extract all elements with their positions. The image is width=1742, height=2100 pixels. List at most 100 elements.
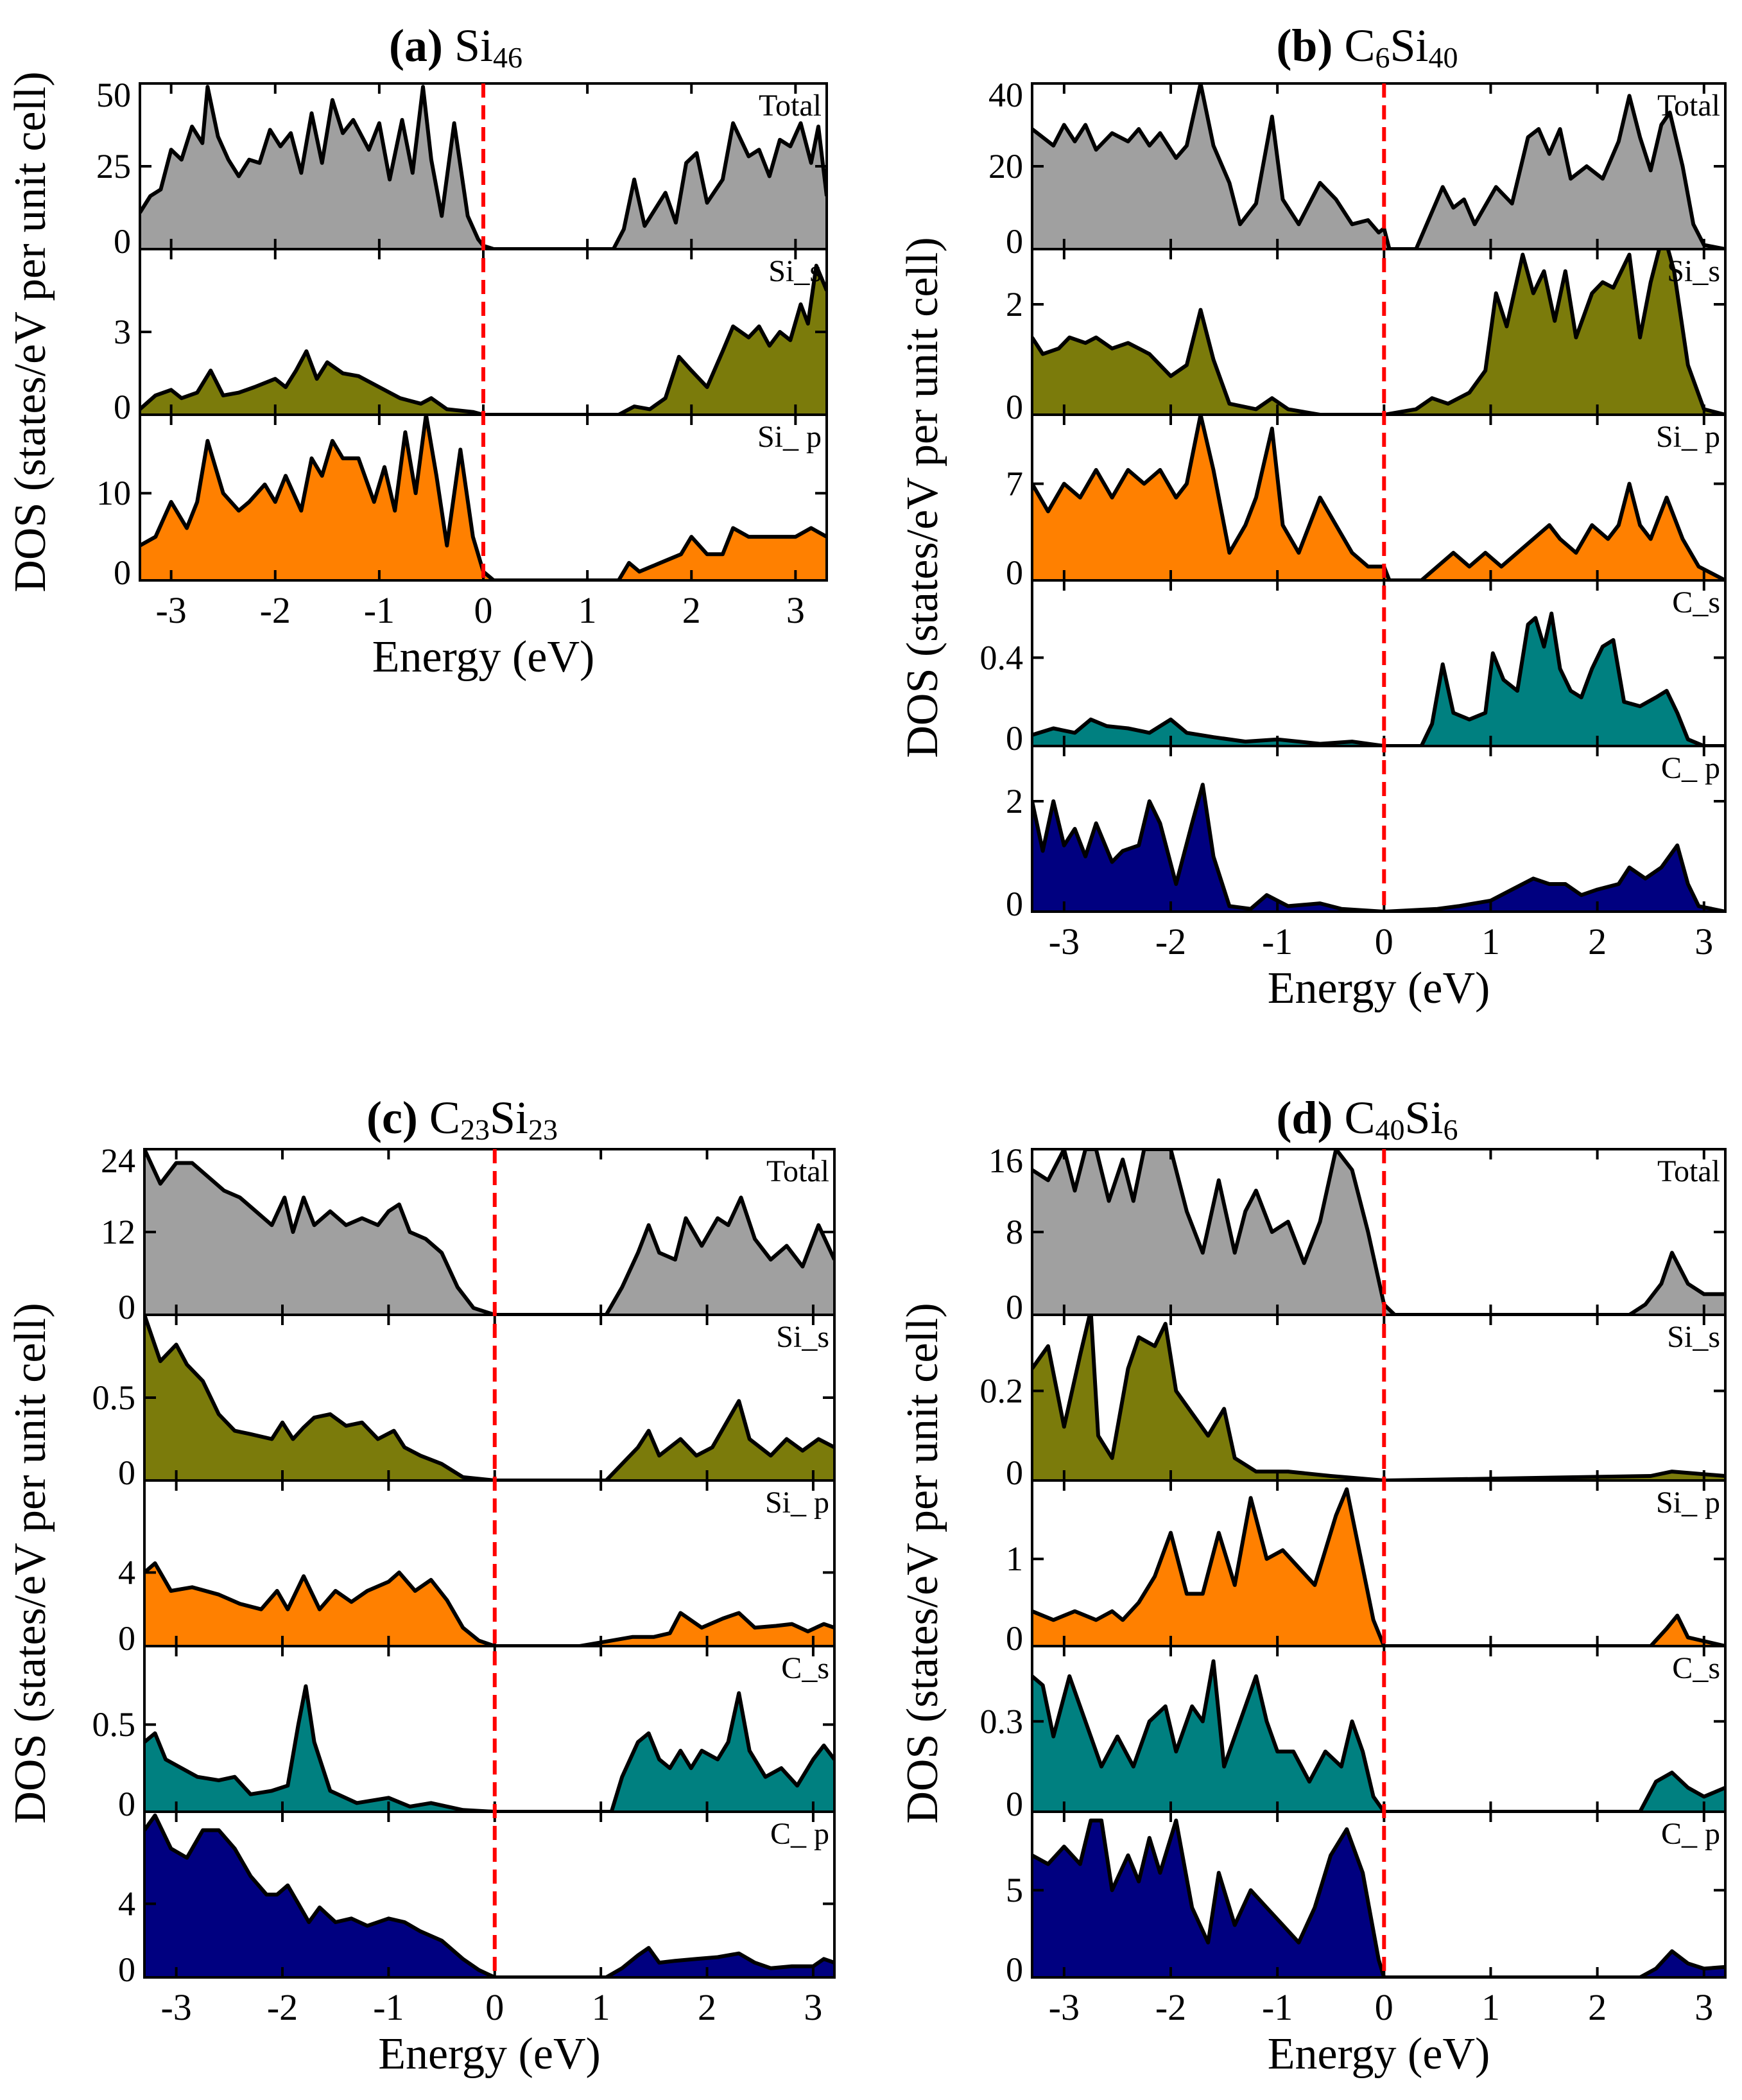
panel-label: Si_ p — [765, 1486, 829, 1520]
panel-sis: 0 0.5 Si_s — [92, 1314, 836, 1492]
x-tick-label: 3 — [804, 1986, 822, 2028]
panel-cs: 0 0.4 C_s — [980, 579, 1727, 758]
chart-title-formula-part: 23 — [528, 1113, 558, 1146]
y-tick-label: 0 — [1006, 222, 1023, 261]
y-tick-label: 5 — [1006, 1871, 1023, 1909]
x-tick-label: 2 — [682, 589, 701, 631]
x-tick-label: 3 — [1695, 921, 1713, 962]
panel-label: Si_s — [776, 1320, 829, 1354]
y-tick-label: 8 — [1006, 1213, 1023, 1251]
panel-label: Si_s — [1667, 254, 1720, 288]
panel-cs: 0 0.3 C_s — [980, 1645, 1727, 1823]
y-tick-label: 3 — [114, 313, 131, 351]
chart-title: (b) C6Si40 — [1276, 20, 1458, 74]
panel-label: Si_ p — [1656, 1486, 1720, 1520]
y-tick-label: 7 — [1006, 465, 1023, 503]
x-tick-label: 2 — [1588, 1986, 1607, 2028]
chart-title: (a) Si46 — [389, 20, 522, 74]
dos-area — [1032, 785, 1725, 912]
y-tick-label: 0.4 — [980, 638, 1024, 677]
y-tick-label: 0 — [1006, 1785, 1023, 1823]
panel-cp: 0 2 C_ p — [1006, 745, 1727, 923]
y-tick-label: 2 — [1006, 285, 1023, 324]
chart-title-formula-part: 6 — [1444, 1113, 1458, 1146]
x-tick-label: 1 — [1481, 1986, 1500, 2028]
y-tick-label: 0 — [1006, 388, 1023, 426]
y-tick-label: 25 — [96, 147, 131, 186]
panel-frame — [143, 1810, 836, 1979]
dos-area — [1032, 1661, 1725, 1812]
chart-title-formula-part: 23 — [460, 1113, 490, 1146]
x-tick-label: 3 — [786, 589, 805, 631]
x-tick-label: 0 — [474, 589, 493, 631]
y-tick-label: 2 — [1006, 782, 1023, 820]
chart-title-label: (c) — [367, 1092, 429, 1143]
dos-curve — [1032, 783, 1725, 912]
dos-area — [1032, 1315, 1725, 1480]
panel-label: Total — [1657, 1154, 1720, 1188]
y-tick-label: 0 — [114, 222, 131, 261]
x-tick-label: -3 — [1049, 921, 1080, 962]
y-tick-label: 16 — [988, 1141, 1023, 1180]
x-tick-label: -1 — [373, 1986, 404, 2028]
chart-title: (d) C40Si6 — [1276, 1092, 1458, 1146]
chart-title-label: (d) — [1276, 1092, 1344, 1143]
dos-area — [1032, 1489, 1725, 1646]
dos-curve — [1032, 415, 1725, 580]
panel-sip: 0 10 Si_ p — [96, 413, 828, 592]
panel-cp: 0 4 C_ p — [118, 1810, 836, 1989]
dos-area — [1032, 613, 1725, 746]
dos-area — [1032, 249, 1725, 415]
y-tick-label: 0 — [118, 1619, 135, 1658]
chart-title-formula-part: Si — [1390, 20, 1428, 71]
x-tick-label: 2 — [698, 1986, 716, 2028]
panel-frame — [1031, 1810, 1727, 1979]
dos-curve — [144, 1813, 834, 1977]
x-tick-label: 3 — [1695, 1986, 1713, 2028]
dos-area — [140, 415, 827, 580]
y-tick-label: 0 — [114, 553, 131, 592]
panel-label: C_s — [1672, 586, 1720, 620]
panel-label: Si_ p — [1656, 420, 1720, 454]
dos-curve — [140, 415, 827, 580]
x-tick-label: 1 — [592, 1986, 610, 2028]
dos-area — [140, 87, 827, 249]
y-axis-label: DOS (states/eV per unit cell) — [6, 71, 55, 592]
x-tick-label: -3 — [160, 1986, 191, 2028]
y-tick-label: 0 — [1006, 1950, 1023, 1989]
y-tick-label: 4 — [118, 1553, 135, 1592]
chart-title-formula-part: 40 — [1429, 41, 1458, 74]
panel-sip: 0 1 Si_ p — [1006, 1479, 1727, 1658]
y-tick-label: 24 — [101, 1141, 135, 1180]
x-axis-label: Energy (eV) — [1268, 964, 1490, 1013]
x-tick-label: 0 — [1375, 921, 1393, 962]
y-tick-label: 0.3 — [980, 1702, 1024, 1740]
y-tick-label: 0 — [118, 1288, 135, 1326]
panel-total: 0 20 40 Total — [988, 76, 1727, 261]
chart-title-formula-part: 40 — [1375, 1113, 1404, 1146]
panel-label: C_ p — [1661, 751, 1720, 785]
y-tick-label: 0 — [118, 1950, 135, 1989]
y-tick-label: 10 — [96, 474, 131, 512]
dos-area — [144, 1149, 834, 1315]
panel-total: 0 8 16 Total — [988, 1141, 1727, 1326]
panel-label: C_s — [1672, 1651, 1720, 1685]
y-tick-label: 0 — [1006, 885, 1023, 923]
panel-total: 0 12 24 Total — [101, 1141, 836, 1326]
x-tick-label: -2 — [1155, 1986, 1186, 2028]
panel-sis: 0 3 Si_s — [114, 248, 828, 426]
dos-area — [144, 1815, 834, 1977]
chart-title-label: (b) — [1276, 20, 1344, 71]
panel-cp: 0 5 C_ p — [1006, 1810, 1727, 1989]
chart-title-label: (a) — [389, 20, 454, 71]
y-tick-label: 0.5 — [92, 1378, 136, 1417]
dos-curve — [144, 1315, 834, 1480]
y-tick-label: 12 — [101, 1213, 135, 1251]
panel-label: C_ p — [770, 1817, 829, 1851]
panel-sip: 0 4 Si_ p — [118, 1479, 836, 1658]
dos-curve — [1032, 1659, 1725, 1812]
x-tick-label: -3 — [1049, 1986, 1080, 2028]
